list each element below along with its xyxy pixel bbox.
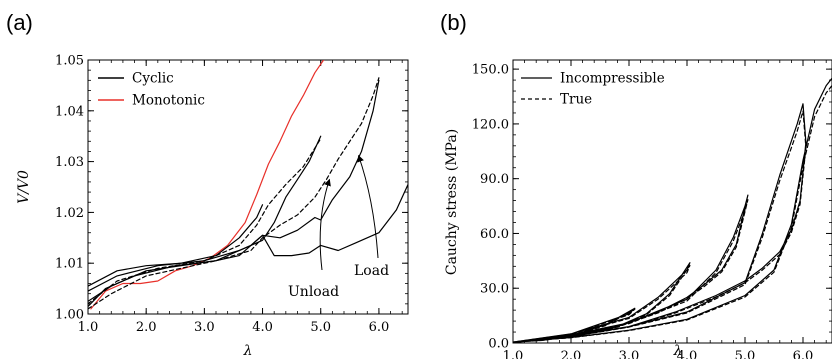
chart-a: 1.0 2.0 3.0 4.0 5.0 6.0 1.00 1.01 1.02 1.03 1.04 1.…: [16, 54, 409, 359]
panel-a-label: (a): [6, 10, 33, 35]
chart-a-curves: [88, 60, 408, 310]
chart-b-ylabel: Cauchy stress (MPa): [444, 129, 460, 275]
x-tick-label: 2.0: [561, 349, 582, 359]
x-tick-label: 4.0: [252, 320, 273, 335]
chart-b-curves: [513, 77, 832, 343]
y-tick-label: 0.0: [488, 337, 509, 352]
series-line-monotonic: [90, 60, 325, 310]
x-tick-label: 6.0: [793, 349, 814, 359]
annotation-unload-arrow: [319, 178, 331, 271]
legend-a-monotonic: Monotonic: [132, 93, 205, 109]
y-tick-label: 1.03: [55, 155, 84, 170]
y-tick-label: 1.04: [55, 104, 84, 119]
x-tick-label: 3.0: [619, 349, 640, 359]
chart-a-ylabel: V/V0: [16, 170, 32, 204]
series-line-solid-2: [88, 79, 380, 302]
series-line-solid-4: [88, 135, 322, 292]
annotation-unload: Unload: [288, 284, 339, 300]
y-tick-label: 120.0: [472, 117, 509, 132]
chart-a-annotations: Unload Load: [288, 154, 389, 300]
legend-b-incompressible: Incompressible: [560, 71, 665, 87]
chart-a-legend: Cyclic Monotonic: [98, 71, 205, 109]
y-tick-label: 1.02: [55, 206, 84, 221]
x-tick-label: 3.0: [194, 320, 215, 335]
panel-b-label: (b): [440, 10, 467, 35]
legend-b-true: True: [560, 92, 592, 108]
chart-b-frame: [512, 59, 832, 344]
chart-b-legend: Incompressible True: [521, 71, 665, 108]
x-tick-label: 2.0: [136, 320, 157, 335]
legend-a-cyclic: Cyclic: [132, 71, 174, 87]
x-tick-label: 1.0: [503, 349, 524, 359]
series-line-dashed-5: [88, 138, 322, 305]
y-tick-label: 150.0: [472, 63, 509, 78]
series-line-solid-6: [88, 204, 264, 287]
chart-b: 1.0 2.0 3.0 4.0 5.0 6.0 0.0 30.0 60.0 90.0 120.0 15…: [444, 59, 832, 359]
y-tick-label: 60.0: [480, 227, 509, 242]
chart-a-ticks: 1.0 2.0 3.0 4.0 5.0 6.0 1.00 1.01 1.02 1.03 1.04 1.…: [55, 54, 408, 335]
chart-a-frame: [87, 59, 409, 315]
x-tick-label: 6.0: [369, 320, 390, 335]
annotation-load-arrow: [357, 154, 379, 259]
series-line-true: [513, 84, 832, 343]
chart-a-xlabel: λ: [243, 343, 253, 359]
x-tick-label: 1.0: [78, 320, 99, 335]
y-tick-label: 30.0: [480, 282, 509, 297]
x-tick-label: 5.0: [310, 320, 331, 335]
series-line-dashed-3: [88, 77, 380, 310]
series-line-incompressible: [513, 77, 832, 343]
y-tick-label: 1.00: [55, 308, 84, 323]
y-tick-label: 90.0: [480, 172, 509, 187]
series-line-cyclic: [88, 183, 408, 307]
y-tick-label: 1.05: [55, 54, 84, 69]
x-tick-label: 5.0: [735, 349, 756, 359]
y-tick-label: 1.01: [55, 257, 84, 272]
annotation-load: Load: [354, 263, 389, 279]
x-tick-label: 4.0: [677, 349, 698, 359]
chart-b-xlabel: λ: [673, 343, 683, 359]
